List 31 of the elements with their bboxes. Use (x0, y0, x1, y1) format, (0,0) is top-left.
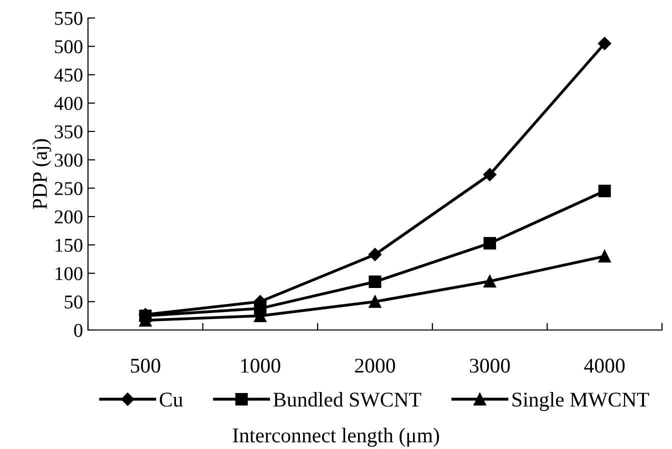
legend-label: Bundled SWCNT (273, 392, 422, 407)
x-tick-label: 3000 (470, 358, 510, 373)
point (484, 236, 496, 250)
point (598, 184, 611, 198)
x-axis-title: Interconnect length (μm) (232, 428, 440, 447)
point (483, 168, 496, 182)
point (484, 274, 496, 288)
y-tick-label: 450 (54, 68, 82, 82)
y-tick-label: 0 (74, 324, 82, 337)
point (598, 36, 612, 50)
y-tick-label: 150 (56, 238, 82, 252)
point (368, 295, 382, 308)
y-tick-label: 400 (54, 96, 82, 110)
legend-label: Cu (160, 392, 183, 407)
point (368, 248, 382, 262)
y-tick-label: 300 (54, 154, 82, 167)
y-tick-label: 350 (54, 125, 82, 138)
y-tick-label: 200 (54, 210, 82, 224)
point (598, 250, 611, 263)
y-tick-label: 250 (54, 182, 82, 196)
point (368, 276, 382, 288)
legend-label: Single MWCNT (512, 392, 650, 411)
y-tick-label: 550 (55, 12, 82, 25)
x-tick-label: 4000 (584, 358, 625, 373)
x-tick-label: 2000 (355, 358, 396, 373)
x-tick-label: 500 (130, 358, 160, 373)
y-axis-title: PDP (aj) (32, 139, 52, 210)
y-tick-label: 50 (64, 295, 82, 309)
y-tick-label: 100 (56, 267, 82, 280)
y-tick-label: 500 (55, 40, 82, 54)
x-tick-label: 1000 (241, 358, 280, 373)
